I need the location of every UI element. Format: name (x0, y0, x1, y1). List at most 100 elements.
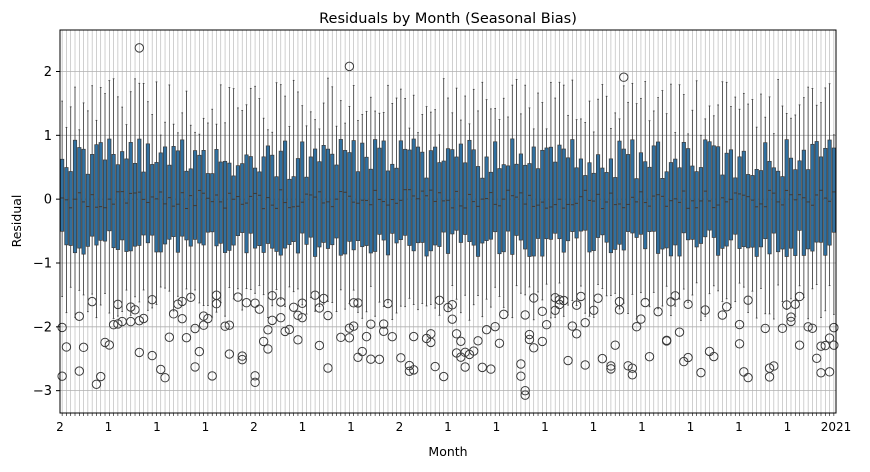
box (236, 166, 239, 236)
box (661, 178, 664, 249)
box (356, 172, 359, 241)
box (348, 153, 351, 242)
box (163, 147, 166, 244)
box (73, 140, 76, 253)
box (781, 177, 784, 249)
box (339, 139, 342, 255)
box (185, 171, 188, 240)
box (228, 163, 231, 250)
box (193, 151, 196, 240)
box (459, 144, 462, 242)
box (283, 141, 286, 248)
box (493, 142, 496, 232)
box (318, 162, 321, 247)
box (463, 163, 466, 235)
box (592, 173, 595, 250)
box (721, 175, 724, 248)
box (528, 164, 531, 257)
box (729, 150, 732, 240)
box (815, 141, 818, 242)
box (198, 155, 201, 243)
box (425, 178, 428, 256)
box (601, 168, 604, 235)
box (142, 172, 145, 235)
box (631, 140, 634, 233)
box (751, 175, 754, 247)
box (99, 143, 102, 241)
box (579, 159, 582, 231)
box (305, 177, 308, 244)
box (86, 174, 89, 246)
box (776, 171, 779, 252)
box (378, 148, 381, 234)
box (326, 149, 329, 248)
box (609, 159, 612, 253)
box (669, 163, 672, 256)
x-tick-label: 1 (444, 420, 452, 434)
box (541, 150, 544, 256)
box (699, 167, 702, 243)
box (498, 169, 501, 254)
box (155, 162, 158, 252)
box (622, 149, 625, 250)
box (133, 163, 136, 246)
box (674, 159, 677, 245)
box (738, 157, 741, 249)
box (116, 165, 119, 250)
box (481, 178, 484, 243)
box (644, 162, 647, 249)
box (206, 173, 209, 232)
box (832, 148, 835, 232)
box (408, 150, 411, 245)
box (412, 139, 415, 251)
box (686, 149, 689, 240)
box (416, 147, 419, 243)
box (438, 163, 441, 247)
box (129, 142, 132, 251)
box (180, 140, 183, 236)
box (313, 149, 316, 256)
box (824, 148, 827, 255)
box (176, 151, 179, 252)
box (695, 172, 698, 247)
box (588, 163, 591, 252)
box (108, 139, 111, 231)
box (343, 150, 346, 254)
box (553, 162, 556, 233)
box (678, 168, 681, 256)
box (819, 157, 822, 242)
box (335, 165, 338, 238)
box (746, 174, 749, 247)
box (352, 141, 355, 250)
x-tick-label: 1 (784, 420, 792, 434)
box (558, 145, 561, 239)
box (502, 165, 505, 252)
box (271, 155, 274, 248)
box (549, 147, 552, 239)
box (536, 169, 539, 239)
box (258, 172, 261, 246)
box (725, 153, 728, 246)
box (69, 171, 72, 245)
box (309, 157, 312, 237)
x-axis-label: Month (428, 444, 467, 459)
box (253, 168, 256, 248)
y-tick-label: −3 (33, 384, 52, 399)
x-tick-label: 1 (590, 420, 598, 434)
y-tick-label: 1 (44, 129, 52, 144)
box (798, 161, 801, 231)
box (571, 140, 574, 232)
box (476, 166, 479, 256)
box (828, 140, 831, 245)
box (433, 147, 436, 245)
box (785, 140, 788, 257)
box (159, 153, 162, 252)
box (523, 165, 526, 249)
box (665, 172, 668, 248)
box (288, 179, 291, 244)
box (262, 157, 265, 253)
box (386, 171, 389, 255)
box (532, 147, 535, 256)
